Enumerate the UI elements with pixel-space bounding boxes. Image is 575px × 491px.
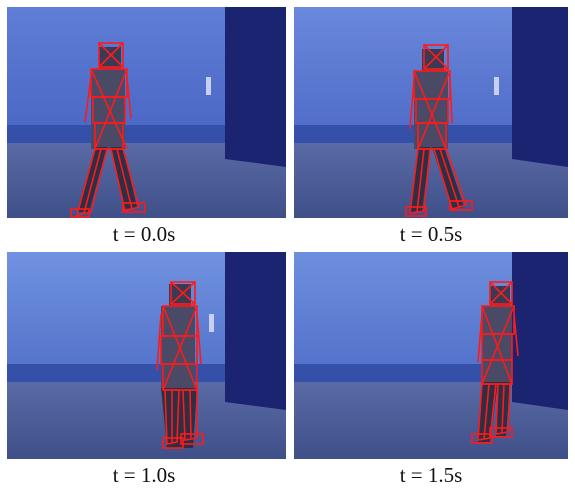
scene-image-1 bbox=[294, 7, 568, 218]
skeleton-overlay bbox=[405, 44, 473, 217]
person-figure bbox=[77, 47, 137, 212]
frame-caption-0: t = 0.0s bbox=[112, 222, 176, 246]
video-frame-3 bbox=[294, 252, 568, 459]
scene-image-3 bbox=[294, 252, 568, 459]
person-figure bbox=[161, 284, 197, 448]
skeleton-overlay bbox=[471, 281, 519, 444]
video-frame-0 bbox=[7, 7, 286, 218]
skeleton-overlay bbox=[156, 281, 204, 449]
frame-caption-1: t = 0.5s bbox=[399, 222, 463, 246]
video-frame-1 bbox=[294, 7, 568, 218]
scene-image-2 bbox=[7, 252, 286, 459]
frame-caption-3: t = 1.5s bbox=[399, 463, 463, 487]
scene-image-0 bbox=[7, 7, 286, 218]
frame-caption-2: t = 1.0s bbox=[112, 463, 176, 487]
skeleton-overlay bbox=[70, 42, 146, 218]
video-frame-2 bbox=[7, 252, 286, 459]
